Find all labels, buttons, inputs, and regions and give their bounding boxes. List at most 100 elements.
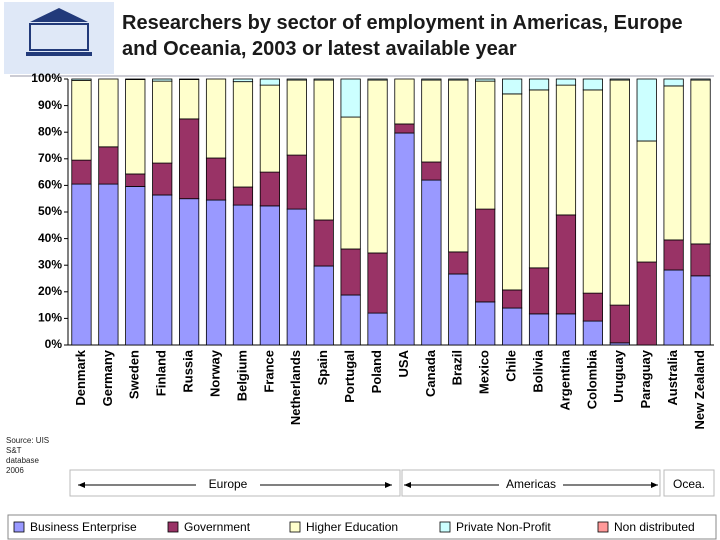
x-tick-label: Canada <box>423 349 438 397</box>
x-tick-label: Spain <box>315 350 330 385</box>
bar-segment <box>394 132 415 346</box>
bar-segment <box>582 89 603 294</box>
logo-base <box>26 52 92 56</box>
bar-segment <box>340 78 361 118</box>
bar-segment <box>690 275 711 346</box>
x-tick-label: New Zealand <box>692 350 707 430</box>
bar-segment <box>663 78 684 87</box>
region-label: Americas <box>506 477 556 491</box>
bar-segment <box>582 292 603 322</box>
legend-swatch <box>167 521 179 533</box>
bar-segment <box>313 79 334 221</box>
legend-label: Government <box>184 520 251 534</box>
bar-segment <box>609 79 630 306</box>
x-tick-label: Brazil <box>450 350 465 385</box>
legend-label: Business Enterprise <box>30 520 137 534</box>
bar-segment <box>367 79 388 254</box>
x-tick-label: France <box>261 350 276 393</box>
chart-title: Researchers by sector of employment in A… <box>122 12 683 60</box>
bar-segment <box>259 171 280 207</box>
bar-segment <box>125 186 146 346</box>
bar-segment <box>448 78 469 81</box>
bar-segment <box>475 80 496 210</box>
arrow-head <box>404 482 411 488</box>
bar-segment <box>448 79 469 253</box>
legend-swatch <box>13 521 25 533</box>
bar-segment <box>609 304 630 344</box>
legend-label: Private Non-Profit <box>456 520 551 534</box>
bar-segment <box>421 161 442 181</box>
bar-segment <box>179 198 200 346</box>
bar-segment <box>502 307 523 346</box>
logo-roof <box>30 8 88 22</box>
bar-segment <box>205 199 227 346</box>
bar-segment <box>394 123 415 134</box>
bar-segment <box>232 186 254 206</box>
bar-segment <box>71 183 92 346</box>
x-tick-label: Chile <box>504 350 519 382</box>
bar-segment <box>555 78 577 86</box>
bar-segment <box>205 157 227 201</box>
bar-segment <box>179 78 200 80</box>
y-tick-label: 20% <box>38 284 62 298</box>
bar-segment <box>502 78 523 95</box>
bar-segment <box>582 320 603 346</box>
bar-segment <box>259 205 280 346</box>
x-tick-label: Uruguay <box>611 349 626 403</box>
bar-segment <box>313 219 334 267</box>
arrow-head <box>651 482 658 488</box>
y-tick-label: 100% <box>31 71 62 85</box>
bar-segment <box>421 78 442 81</box>
bar-segment <box>555 84 577 216</box>
bar-segment <box>152 80 173 164</box>
bar-segment <box>98 183 119 346</box>
x-tick-label: Mexico <box>477 350 492 394</box>
x-tick-label: Argentina <box>557 349 572 410</box>
legend-label: Higher Education <box>306 520 398 534</box>
bar-segment <box>663 239 684 271</box>
x-tick-label: USA <box>396 349 411 377</box>
bar-segment <box>340 248 361 296</box>
bar-segment <box>690 243 711 277</box>
bar-segment <box>152 194 173 346</box>
bar-segment <box>259 84 280 173</box>
bar-segment <box>555 214 577 315</box>
y-tick-label: 10% <box>38 311 62 325</box>
bar-segment <box>286 208 307 346</box>
x-tick-label: Norway <box>207 349 222 397</box>
logo-columns <box>29 23 89 51</box>
arrow-head <box>385 482 392 488</box>
bar-segment <box>205 78 227 159</box>
x-tick-label: Poland <box>369 350 384 393</box>
bar-segment <box>555 313 577 346</box>
bar-segment <box>232 81 254 188</box>
x-tick-label: Finland <box>154 350 169 396</box>
bar-segment <box>367 312 388 346</box>
bar-segment <box>421 79 442 163</box>
bar-segment <box>690 78 711 81</box>
bar-segment <box>313 265 334 346</box>
bar-segment <box>609 78 630 81</box>
bar-segment <box>125 78 146 80</box>
bar-segment <box>582 78 603 91</box>
bar-segment <box>636 261 657 346</box>
bar-segment <box>232 78 254 83</box>
x-tick-label: Russia <box>181 349 196 392</box>
y-tick-label: 0% <box>45 337 63 351</box>
x-tick-label: Paraguay <box>638 349 653 408</box>
bar-segment <box>636 140 657 263</box>
bar-segment <box>152 78 173 82</box>
bar-segment <box>367 252 388 314</box>
bar-segment <box>313 78 334 81</box>
x-tick-label: Colombia <box>584 349 599 409</box>
bar-segment <box>690 79 711 245</box>
bar-segment <box>502 93 523 291</box>
x-tick-label: Netherlands <box>288 350 303 425</box>
bar-segment <box>475 78 496 82</box>
arrow-head <box>78 482 85 488</box>
x-tick-label: Sweden <box>127 350 142 399</box>
bar-segment <box>528 78 550 91</box>
bar-segment <box>367 78 388 81</box>
bar-segment <box>286 78 307 81</box>
bar-segment <box>475 208 496 303</box>
